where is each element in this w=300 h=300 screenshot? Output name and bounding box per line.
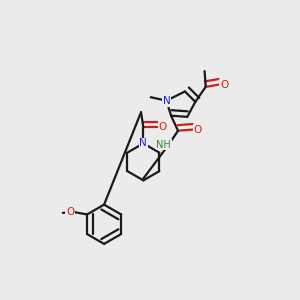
Text: N: N	[163, 96, 170, 106]
Text: NH: NH	[156, 140, 171, 150]
Text: O: O	[159, 122, 167, 132]
Text: N: N	[140, 138, 147, 148]
Text: O: O	[220, 80, 228, 89]
Text: O: O	[66, 207, 74, 217]
Text: O: O	[194, 124, 202, 135]
